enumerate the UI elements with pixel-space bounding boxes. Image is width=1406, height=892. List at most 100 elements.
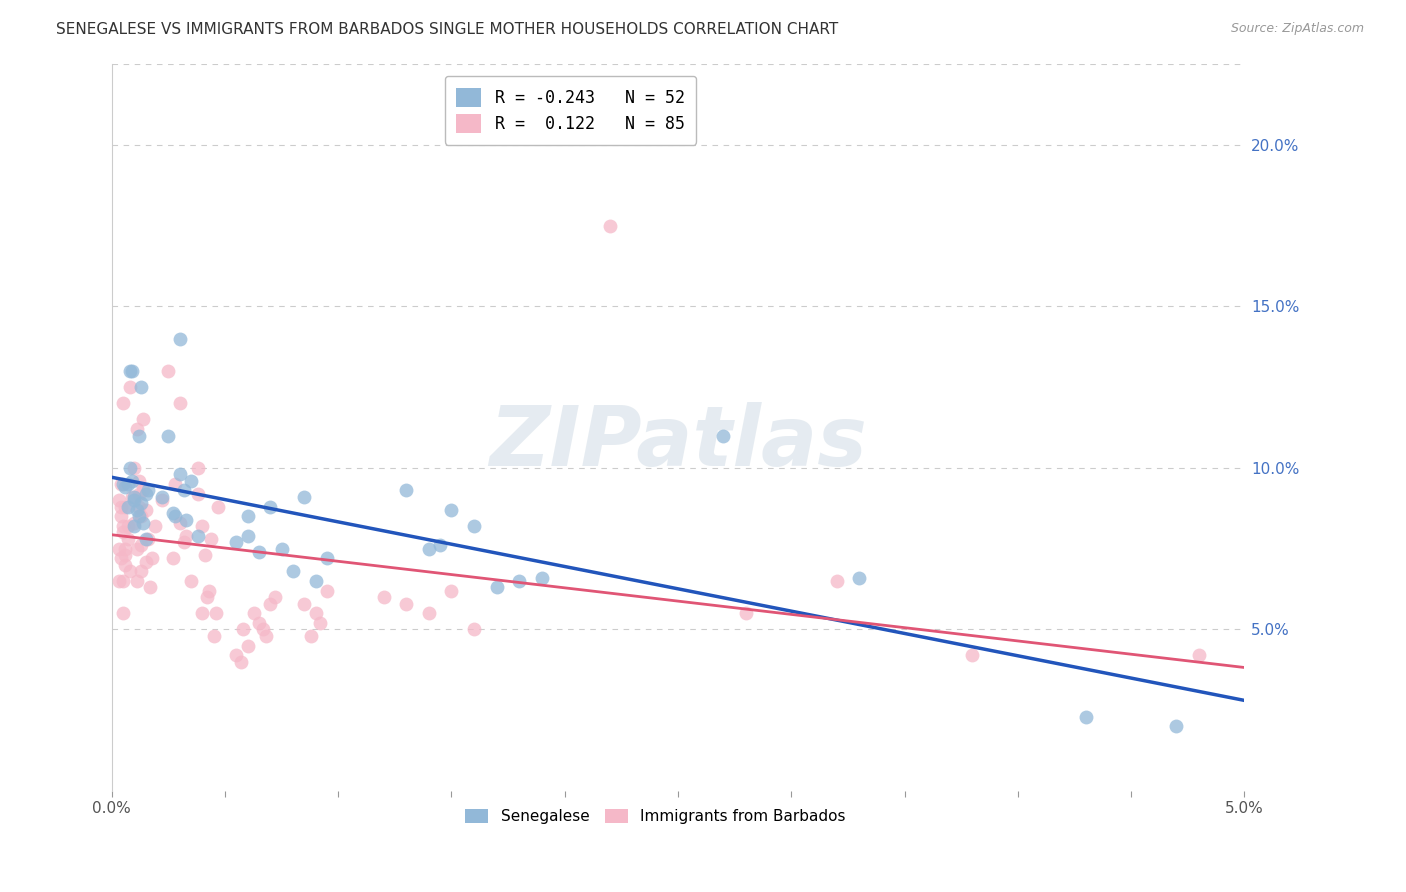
Point (194, 548, 217, 562)
Point (125, 422, 148, 436)
Point (1074, 709, 1097, 723)
Point (125, 503, 148, 517)
Point (316, 583, 339, 598)
Point (117, 500, 139, 514)
Point (150, 490, 173, 504)
Point (110, 477, 132, 491)
Point (121, 474, 143, 488)
Point (117, 519, 139, 533)
Point (531, 571, 554, 585)
Point (191, 607, 214, 621)
Point (112, 519, 135, 533)
Point (236, 509, 259, 524)
Point (236, 529, 259, 543)
Point (157, 364, 180, 378)
Point (110, 509, 132, 524)
Point (112, 525, 135, 540)
Point (373, 590, 395, 604)
Point (136, 532, 159, 546)
Point (118, 380, 141, 394)
Point (121, 364, 143, 378)
Point (132, 412, 155, 426)
Point (440, 503, 463, 517)
Point (395, 597, 418, 611)
Point (128, 500, 150, 514)
Point (114, 541, 136, 556)
Legend: Senegalese, Immigrants from Barbados: Senegalese, Immigrants from Barbados (460, 804, 852, 830)
Point (202, 629, 225, 643)
Point (135, 532, 157, 546)
Point (848, 571, 870, 585)
Point (124, 516, 146, 530)
Point (117, 477, 139, 491)
Point (176, 512, 198, 526)
Point (418, 541, 440, 556)
Point (309, 615, 332, 630)
Point (1188, 648, 1211, 663)
Point (169, 396, 191, 410)
Point (124, 490, 146, 504)
Point (118, 564, 141, 578)
Point (121, 490, 143, 504)
Point (200, 532, 222, 546)
Point (599, 219, 621, 233)
Text: ZIPatlas: ZIPatlas (489, 401, 868, 483)
Point (125, 541, 148, 556)
Point (187, 461, 209, 475)
Point (292, 490, 315, 504)
Point (165, 509, 187, 524)
Point (135, 487, 157, 501)
Point (180, 474, 202, 488)
Point (107, 574, 129, 588)
Point (110, 551, 132, 566)
Point (508, 574, 530, 588)
Point (247, 615, 270, 630)
Point (187, 529, 209, 543)
Point (440, 583, 463, 598)
Point (139, 581, 162, 595)
Point (281, 564, 304, 578)
Point (165, 477, 187, 491)
Point (118, 364, 141, 378)
Point (136, 483, 159, 498)
Point (162, 551, 184, 566)
Point (395, 483, 418, 498)
Text: Source: ZipAtlas.com: Source: ZipAtlas.com (1230, 22, 1364, 36)
Text: SENEGALESE VS IMMIGRANTS FROM BARBADOS SINGLE MOTHER HOUSEHOLDS CORRELATION CHAR: SENEGALESE VS IMMIGRANTS FROM BARBADOS S… (56, 22, 838, 37)
Point (107, 493, 129, 508)
Point (236, 639, 259, 653)
Point (229, 655, 252, 669)
Point (304, 574, 326, 588)
Point (150, 493, 173, 508)
Point (125, 574, 148, 588)
Point (173, 483, 195, 498)
Point (205, 607, 228, 621)
Point (169, 332, 191, 346)
Point (711, 428, 734, 442)
Point (129, 509, 152, 524)
Point (225, 648, 247, 663)
Point (316, 551, 339, 566)
Point (418, 607, 440, 621)
Point (112, 396, 135, 410)
Point (141, 551, 163, 566)
Point (128, 474, 150, 488)
Point (114, 548, 136, 562)
Point (118, 461, 141, 475)
Point (176, 529, 198, 543)
Point (263, 590, 285, 604)
Point (143, 519, 166, 533)
Point (429, 538, 451, 552)
Point (107, 541, 129, 556)
Point (128, 428, 150, 442)
Point (135, 503, 157, 517)
Point (270, 541, 292, 556)
Point (112, 477, 135, 491)
Point (259, 500, 281, 514)
Point (243, 607, 266, 621)
Point (112, 574, 135, 588)
Point (132, 516, 155, 530)
Point (132, 483, 155, 498)
Point (485, 581, 508, 595)
Point (825, 574, 848, 588)
